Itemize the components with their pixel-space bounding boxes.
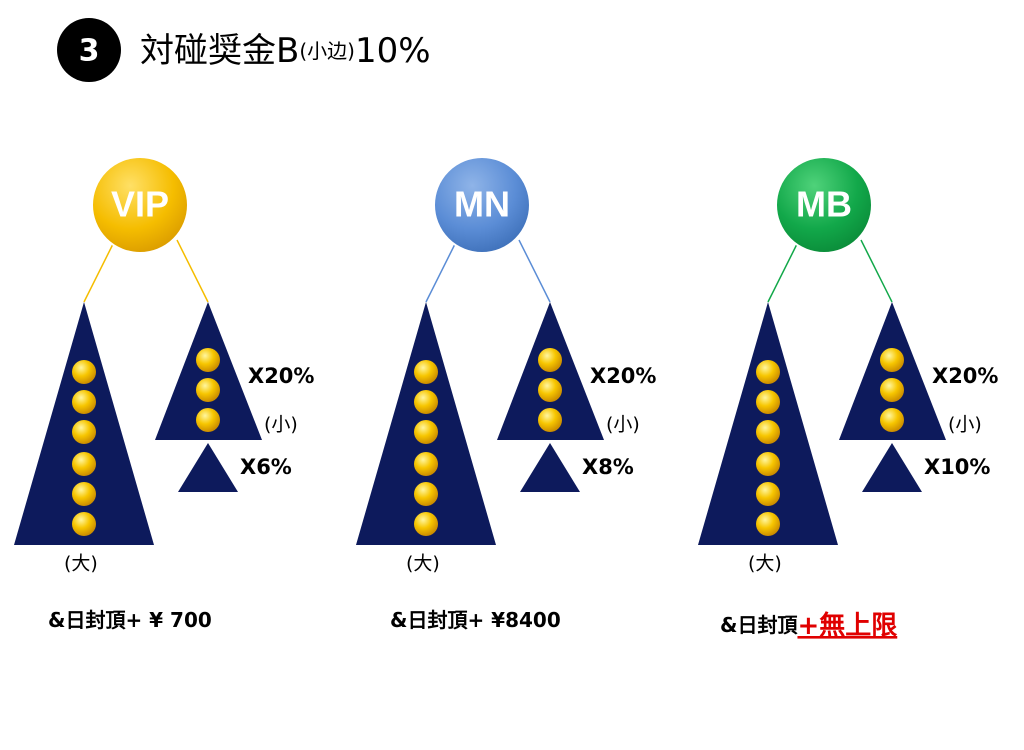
cap-highlight: +無上限 (797, 611, 897, 641)
connector (518, 239, 551, 303)
coin (756, 512, 780, 536)
connector (860, 239, 893, 303)
coin (880, 378, 904, 402)
coin (414, 360, 438, 384)
coin (72, 512, 96, 536)
coin (72, 482, 96, 506)
daily-cap: &日封頂+ ¥8400 (390, 608, 561, 632)
badge-circle (91, 156, 189, 254)
cap-text: &日封頂+ ¥8400 (390, 608, 561, 632)
big-label: (大) (406, 553, 440, 575)
extra-rate: X8% (582, 455, 634, 479)
connector (425, 239, 458, 303)
coin (538, 378, 562, 402)
connector (767, 239, 800, 303)
tree-column: MN X20% (小) X8% (大) &日封頂+ ¥8400 (356, 156, 656, 632)
coin (756, 420, 780, 444)
small-label: (小) (264, 414, 298, 436)
connector (176, 239, 209, 303)
badge-circle (433, 156, 531, 254)
badge-label: MB (796, 184, 852, 225)
title-rate: 10% (355, 31, 431, 71)
extra-triangle (520, 443, 580, 492)
cap-text: &日封頂+ ¥ 700 (48, 608, 212, 632)
coin (756, 482, 780, 506)
badge-label: VIP (111, 184, 169, 225)
small-rate: X20% (932, 364, 998, 388)
small-label: (小) (606, 414, 640, 436)
coin (756, 452, 780, 476)
coin (414, 452, 438, 476)
coin (880, 408, 904, 432)
coin (196, 348, 220, 372)
coin (880, 348, 904, 372)
coin (72, 452, 96, 476)
title-main: 対碰奨金B (140, 31, 299, 71)
coin (756, 390, 780, 414)
coin (72, 420, 96, 444)
coin (538, 408, 562, 432)
tree-column: MB X20% (小) X10% (大) &日封頂+無上限 (698, 156, 998, 641)
cap-text: &日封頂 (720, 613, 798, 637)
header-number: 3 (79, 34, 100, 69)
coin (414, 512, 438, 536)
header-title: 対碰奨金B(小边)10% (140, 31, 431, 71)
small-label: (小) (948, 414, 982, 436)
coin (72, 390, 96, 414)
daily-cap: &日封頂+無上限 (720, 611, 897, 641)
connector (83, 239, 116, 303)
badge-circle (775, 156, 873, 254)
badge-label: MN (454, 184, 510, 225)
columns: VIP X20% (小) X6% (大) &日封頂+ ¥ 700 MN X20% (小) X8% (… (14, 156, 998, 641)
extra-rate: X6% (240, 455, 292, 479)
tree-column: VIP X20% (小) X6% (大) &日封頂+ ¥ 700 (14, 156, 314, 632)
coin (538, 348, 562, 372)
small-rate: X20% (248, 364, 314, 388)
small-rate: X20% (590, 364, 656, 388)
coin (414, 420, 438, 444)
big-label: (大) (64, 553, 98, 575)
daily-cap: &日封頂+ ¥ 700 (48, 608, 212, 632)
coin (414, 482, 438, 506)
coin (196, 378, 220, 402)
title-small: (小边) (299, 39, 355, 63)
coin (196, 408, 220, 432)
coin (72, 360, 96, 384)
extra-triangle (862, 443, 922, 492)
coin (414, 390, 438, 414)
extra-triangle (178, 443, 238, 492)
big-label: (大) (748, 553, 782, 575)
extra-rate: X10% (924, 455, 990, 479)
number-badge (57, 18, 121, 82)
coin (756, 360, 780, 384)
